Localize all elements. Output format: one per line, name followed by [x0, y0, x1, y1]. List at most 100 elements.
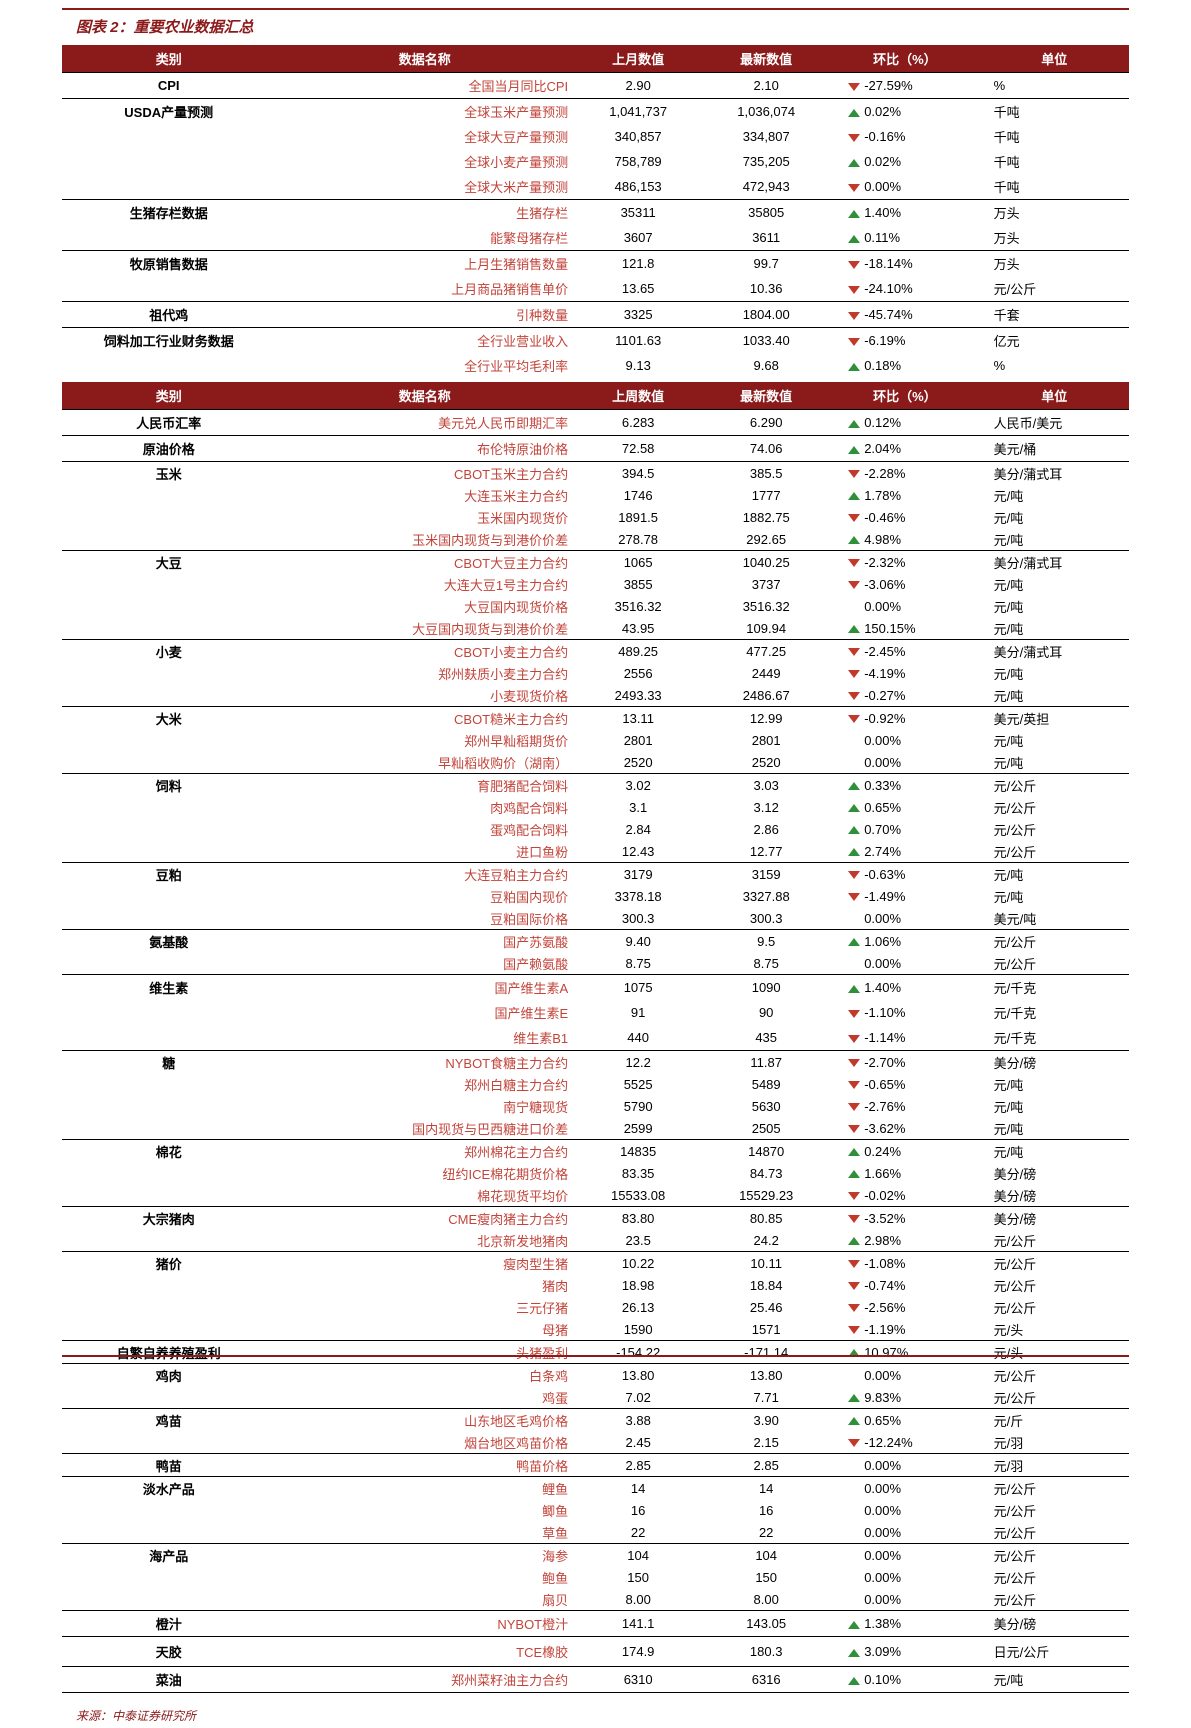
cell-last: 9.5	[702, 930, 830, 953]
bottom-rule	[62, 1355, 1129, 1357]
cell-name: NYBOT橙汁	[275, 1611, 574, 1637]
table-row: 淡水产品鲤鱼14140.00%元/公斤	[62, 1477, 1129, 1500]
cell-last: 2449	[702, 662, 830, 684]
cell-change: 2.74%	[830, 840, 979, 863]
cell-category	[62, 528, 275, 551]
table-row: 大豆CBOT大豆主力合约10651040.25-2.32%美分/蒲式耳	[62, 551, 1129, 574]
cell-prev: 141.1	[574, 1611, 702, 1637]
change-value: -2.32%	[864, 555, 905, 570]
th-last: 最新数值	[702, 382, 830, 410]
cell-category: 祖代鸡	[62, 302, 275, 328]
cell-prev: 3.88	[574, 1409, 702, 1432]
triangle-down-icon	[848, 514, 860, 522]
cell-unit: 元/公斤	[980, 1229, 1129, 1252]
cell-unit: 元/公斤	[980, 840, 1129, 863]
cell-last: 1571	[702, 1318, 830, 1341]
table-row: 郑州早籼稻期货价280128010.00%元/吨	[62, 729, 1129, 751]
cell-change: 0.12%	[830, 410, 979, 436]
cell-change: -18.14%	[830, 251, 979, 277]
cell-unit: 元/公斤	[980, 818, 1129, 840]
cell-category	[62, 1184, 275, 1207]
change-value: -0.74%	[864, 1278, 905, 1293]
th-change: 环比（%）	[830, 45, 979, 73]
change-value: 0.00%	[864, 1503, 901, 1518]
cell-unit: 元/公斤	[980, 1521, 1129, 1544]
cell-change: 0.00%	[830, 1566, 979, 1588]
change-value: -1.19%	[864, 1322, 905, 1337]
cell-change: 0.00%	[830, 1588, 979, 1611]
cell-category: 淡水产品	[62, 1477, 275, 1500]
cell-name: 棉花现货平均价	[275, 1184, 574, 1207]
cell-change: -2.56%	[830, 1296, 979, 1318]
cell-name: NYBOT食糖主力合约	[275, 1051, 574, 1074]
cell-name: 国产维生素A	[275, 975, 574, 1001]
cell-unit: 元/公斤	[980, 1386, 1129, 1409]
change-value: -2.28%	[864, 466, 905, 481]
cell-prev: 23.5	[574, 1229, 702, 1252]
table-row: 纽约ICE棉花期货价格83.3584.731.66%美分/磅	[62, 1162, 1129, 1184]
cell-prev: 2.90	[574, 73, 702, 99]
cell-prev: 2599	[574, 1117, 702, 1140]
cell-change: 0.00%	[830, 729, 979, 751]
cell-name: 美元兑人民币即期汇率	[275, 410, 574, 436]
cell-category	[62, 751, 275, 774]
cell-unit: 元/公斤	[980, 1274, 1129, 1296]
change-value: 0.00%	[864, 599, 901, 614]
data-table: 类别 数据名称 上月数值 最新数值 环比（%） 单位 CPI全国当月同比CPI2…	[62, 45, 1129, 1693]
cell-category: 原油价格	[62, 436, 275, 462]
cell-category: 天胶	[62, 1637, 275, 1667]
triangle-up-icon	[848, 625, 860, 633]
cell-last: 24.2	[702, 1229, 830, 1252]
change-value: -3.52%	[864, 1211, 905, 1226]
triangle-none-icon	[848, 1596, 860, 1604]
cell-unit: 元/公斤	[980, 1477, 1129, 1500]
cell-name: 郑州菜籽油主力合约	[275, 1667, 574, 1693]
table-row: 蛋鸡配合饲料2.842.860.70%元/公斤	[62, 818, 1129, 840]
cell-last: 1040.25	[702, 551, 830, 574]
cell-prev: 13.11	[574, 707, 702, 730]
cell-prev: 26.13	[574, 1296, 702, 1318]
cell-change: -0.27%	[830, 684, 979, 707]
cell-category	[62, 1296, 275, 1318]
table-row: 国产维生素E9190-1.10%元/千克	[62, 1000, 1129, 1025]
change-value: 0.00%	[864, 733, 901, 748]
cell-change: -2.70%	[830, 1051, 979, 1074]
cell-change: -12.24%	[830, 1431, 979, 1454]
cell-change: -1.19%	[830, 1318, 979, 1341]
change-value: -18.14%	[864, 256, 912, 271]
table-row: 糖NYBOT食糖主力合约12.211.87-2.70%美分/磅	[62, 1051, 1129, 1074]
cell-unit: 元/吨	[980, 1095, 1129, 1117]
change-value: 0.00%	[864, 179, 901, 194]
change-value: -4.19%	[864, 666, 905, 681]
cell-unit: 元/千克	[980, 1000, 1129, 1025]
cell-name: CBOT大豆主力合约	[275, 551, 574, 574]
cell-prev: 10.22	[574, 1252, 702, 1275]
chart-title: 图表 2：重要农业数据汇总	[62, 10, 1129, 45]
th-name: 数据名称	[275, 382, 574, 410]
cell-category	[62, 149, 275, 174]
change-value: -6.19%	[864, 333, 905, 348]
triangle-up-icon	[848, 1649, 860, 1657]
triangle-up-icon	[848, 536, 860, 544]
table-row: 原油价格布伦特原油价格72.5874.062.04%美元/桶	[62, 436, 1129, 462]
change-value: 0.00%	[864, 1458, 901, 1473]
cell-name: CBOT玉米主力合约	[275, 462, 574, 485]
cell-name: 早籼稻收购价（湖南）	[275, 751, 574, 774]
cell-change: -3.06%	[830, 573, 979, 595]
table-row: 大宗猪肉CME瘦肉猪主力合约83.8080.85-3.52%美分/磅	[62, 1207, 1129, 1230]
cell-prev: 758,789	[574, 149, 702, 174]
cell-name: 扇贝	[275, 1588, 574, 1611]
cell-unit: 万头	[980, 200, 1129, 226]
triangle-down-icon	[848, 1260, 860, 1268]
table-row: 北京新发地猪肉23.524.22.98%元/公斤	[62, 1229, 1129, 1252]
cell-category: USDA产量预测	[62, 99, 275, 125]
change-value: -3.06%	[864, 577, 905, 592]
triangle-up-icon	[848, 210, 860, 218]
cell-category	[62, 617, 275, 640]
triangle-up-icon	[848, 446, 860, 454]
triangle-none-icon	[848, 1552, 860, 1560]
table-row: 母猪15901571-1.19%元/头	[62, 1318, 1129, 1341]
cell-unit: 元/公斤	[980, 1499, 1129, 1521]
cell-last: 13.80	[702, 1364, 830, 1387]
cell-last: 477.25	[702, 640, 830, 663]
